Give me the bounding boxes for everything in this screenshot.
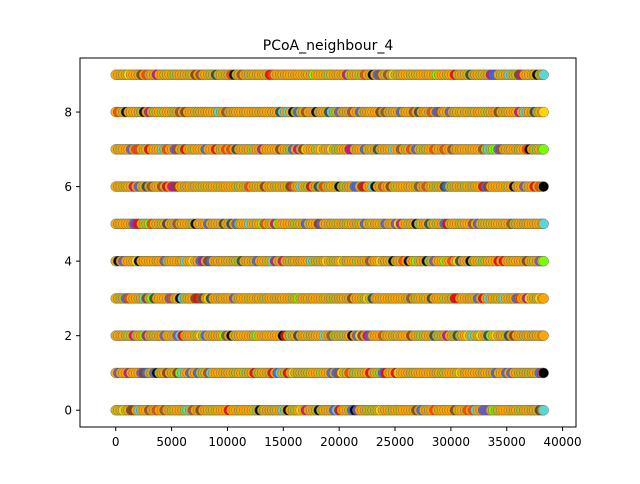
series-row-1	[110, 367, 549, 379]
y-tick-label: 8	[64, 106, 72, 120]
axes-frame	[79, 57, 577, 428]
series-row-2	[110, 330, 549, 341]
data-point-last	[538, 106, 549, 118]
y-tick-label: 2	[64, 329, 72, 343]
data-point-last	[538, 181, 549, 192]
series-row-3	[110, 293, 549, 304]
data-point-last	[538, 367, 549, 379]
x-tick-label: 5000	[156, 435, 187, 449]
y-tick-label: 0	[64, 404, 72, 418]
series-row-8	[110, 106, 549, 118]
y-tick-label: 4	[64, 255, 72, 269]
series-row-6	[110, 181, 549, 192]
chart-title: PCoA_neighbour_4	[263, 38, 394, 54]
x-tick-label: 35000	[488, 435, 526, 449]
x-tick-label: 10000	[208, 435, 246, 449]
points-layer	[110, 69, 549, 416]
x-tick-label: 40000	[544, 435, 582, 449]
data-point-last	[538, 218, 549, 230]
series-row-7	[110, 144, 549, 155]
x-tick-label: 30000	[432, 435, 470, 449]
data-point-last	[538, 293, 549, 304]
x-axis: 0 5000 10000 15000 20000 25000 30000 35000 40000	[112, 427, 582, 449]
x-tick-label: 15000	[264, 435, 302, 449]
data-point-last	[538, 405, 549, 416]
y-tick-label: 6	[64, 180, 72, 194]
data-point-last	[538, 330, 549, 341]
series-row-9	[110, 69, 549, 80]
data-point-last	[538, 69, 549, 80]
y-axis: 0 2 4 6 8	[64, 106, 80, 418]
data-point-last	[538, 144, 549, 155]
x-tick-label: 25000	[376, 435, 414, 449]
series-row-0	[110, 405, 549, 416]
x-tick-label: 0	[112, 435, 120, 449]
data-point-last	[538, 255, 549, 267]
x-tick-label: 20000	[320, 435, 358, 449]
series-row-5	[110, 218, 549, 230]
series-row-4	[110, 255, 549, 267]
